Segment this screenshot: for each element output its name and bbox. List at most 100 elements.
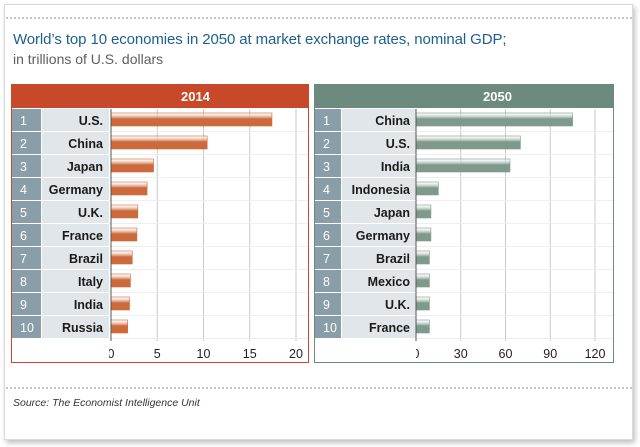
bar-2014-2 [110,135,208,150]
label-cell-2014-2 [42,132,109,154]
rank-label-2050-2: 2 [323,137,330,151]
category-label-2014-5: U.K. [78,206,103,220]
category-label-2014-6: France [62,229,103,243]
x-tick-label-2014-2: 10 [197,347,211,361]
label-cell-2050-8 [342,270,416,292]
rank-cell-2014-9 [11,293,41,315]
rank-label-2014-8: 8 [20,275,27,289]
bar-2050-1 [415,112,573,127]
bar-2050-6 [415,227,432,242]
rank-cell-2014-3 [11,155,41,177]
rank-label-2050-1: 1 [323,114,330,128]
bar-2014-6 [110,227,138,242]
x-tick-label-2014-1: 5 [154,347,161,361]
rank-label-2014-5: 5 [20,206,27,220]
category-label-2014-7: Brazil [69,252,103,266]
category-label-2014-3: Japan [67,160,103,174]
bar-2050-2 [415,135,521,150]
rank-cell-2050-6 [314,224,341,246]
rank-cell-2050-5 [314,201,341,223]
x-tick-label-2050-0: 0 [413,347,420,361]
label-cell-2050-2 [342,132,416,154]
plot-area-2050 [416,109,614,363]
category-label-2014-2: China [68,137,104,151]
x-tick-label-2050-1: 30 [454,347,468,361]
rank-label-2050-4: 4 [323,183,330,197]
bar-2014-9 [110,296,130,311]
panel-title-2050: 2050 [483,89,512,104]
bar-2050-3 [415,158,511,173]
rank-label-2014-9: 9 [20,298,27,312]
category-label-2050-7: Brazil [376,252,410,266]
rank-cell-2050-3 [314,155,341,177]
rank-label-2014-3: 3 [20,160,27,174]
bottom-dotted-rule [5,387,632,389]
rank-cell-2050-2 [314,132,341,154]
category-label-2014-4: Germany [49,183,103,197]
rank-label-2014-4: 4 [20,183,27,197]
label-cell-2014-5 [42,201,109,223]
label-cell-2014-10 [42,316,109,338]
bar-2050-5 [415,204,432,219]
rank-label-2014-6: 6 [20,229,27,243]
panel-title-2014: 2014 [181,89,211,104]
category-label-2050-5: Japan [374,206,410,220]
panel-header-2050 [314,84,614,108]
label-cell-2050-1 [342,109,416,131]
category-label-2050-3: India [381,160,411,174]
rank-label-2050-3: 3 [323,160,330,174]
label-cell-2050-6 [342,224,416,246]
bar-2014-10 [110,319,128,334]
bar-2050-4 [415,181,439,196]
bar-2050-9 [415,296,430,311]
bar-2014-5 [110,204,139,219]
bar-2050-7 [415,250,430,265]
chart-title: World’s top 10 economies in 2050 at mark… [13,31,507,48]
panel-header-2014 [11,84,309,108]
rank-cell-2050-1 [314,109,341,131]
x-tick-label-2014-4: 20 [289,347,303,361]
rank-cell-2050-10 [314,316,341,338]
category-label-2050-4: Indonesia [352,183,411,197]
rank-label-2050-8: 8 [323,275,330,289]
rank-label-2050-5: 5 [323,206,330,220]
panel-outline-2014 [11,84,309,363]
table-footer-2050 [314,339,416,363]
category-label-2014-8: Italy [78,275,103,289]
label-cell-2014-9 [42,293,109,315]
label-cell-2014-3 [42,155,109,177]
label-cell-2014-6 [42,224,109,246]
bar-2014-8 [110,273,131,288]
bar-2014-1 [110,112,273,127]
rank-label-2014-7: 7 [20,252,27,266]
category-label-2014-1: U.S. [79,114,103,128]
rank-label-2014-1: 1 [20,114,27,128]
label-cell-2050-4 [342,178,416,200]
rank-cell-2014-7 [11,247,41,269]
label-cell-2050-9 [342,293,416,315]
rank-label-2014-2: 2 [20,137,27,151]
x-tick-label-2050-4: 120 [585,347,606,361]
rank-label-2050-9: 9 [323,298,330,312]
source-label: Source: [13,397,50,409]
rank-label-2014-10: 10 [20,321,34,335]
x-tick-label-2050-2: 60 [499,347,513,361]
source-note: Source: The Economist Intelligence Unit [13,397,200,409]
panel-outline-2050 [314,84,614,363]
bar-2050-8 [415,273,430,288]
rank-cell-2050-9 [314,293,341,315]
label-cell-2050-7 [342,247,416,269]
rank-cell-2014-2 [11,132,41,154]
rank-cell-2050-7 [314,247,341,269]
x-tick-label-2050-3: 90 [543,347,557,361]
rank-label-2050-6: 6 [323,229,330,243]
bar-2014-4 [110,181,148,196]
rank-cell-2014-8 [11,270,41,292]
rank-label-2050-10: 10 [323,321,337,335]
plot-area-2014 [109,109,309,363]
label-cell-2014-1 [42,109,109,131]
bar-2014-3 [110,158,154,173]
bar-2050-10 [415,319,430,334]
label-cell-2050-5 [342,201,416,223]
chart-subtitle: in trillions of U.S. dollars [13,51,164,67]
